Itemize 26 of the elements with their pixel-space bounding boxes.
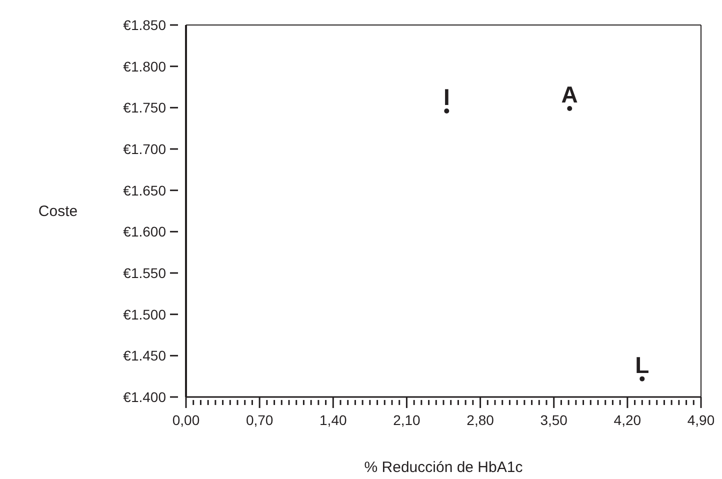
series-label: I xyxy=(443,84,450,110)
y-tick-label: €1.500 xyxy=(123,306,166,322)
y-tick-label: €1.650 xyxy=(123,182,166,198)
x-tick-label: 1,40 xyxy=(320,412,347,428)
x-tick-label: 3,50 xyxy=(540,412,568,428)
y-axis-title: Coste xyxy=(38,203,78,220)
x-tick-label: 4,20 xyxy=(614,412,642,428)
y-tick-label: €1.600 xyxy=(123,224,166,240)
y-tick-label: €1.550 xyxy=(123,265,166,281)
x-tick-label: 2,80 xyxy=(466,412,494,428)
point xyxy=(567,106,572,111)
x-axis-title: % Reducción de HbA1c xyxy=(364,459,524,476)
series-label: L xyxy=(635,352,650,378)
x-tick-label: 4,90 xyxy=(687,412,715,428)
x-tick-label: 2,10 xyxy=(393,412,421,428)
y-tick-label: €1.700 xyxy=(123,141,166,157)
y-tick-label: €1.800 xyxy=(123,58,166,74)
y-tick-label: €1.750 xyxy=(123,100,166,116)
y-tick-label: €1.850 xyxy=(123,17,166,33)
series-label: A xyxy=(561,81,578,108)
x-tick-label: 0,70 xyxy=(246,412,274,428)
y-tick-label: €1.400 xyxy=(123,389,166,405)
point xyxy=(444,108,450,114)
point xyxy=(640,376,645,382)
x-tick-label: 0,00 xyxy=(172,412,200,428)
y-tick-label: €1.450 xyxy=(123,348,166,364)
